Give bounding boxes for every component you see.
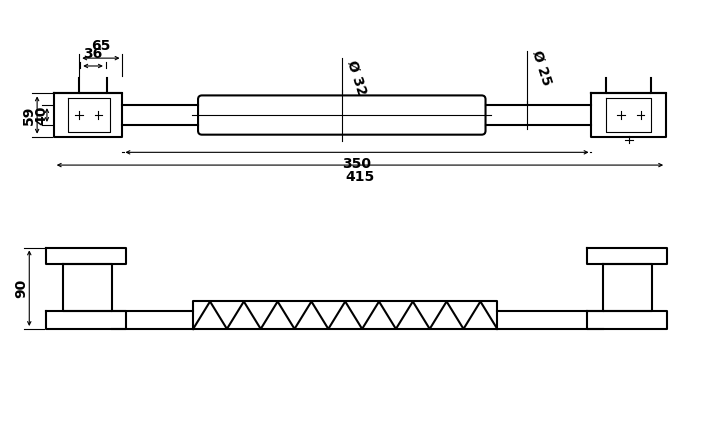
- Text: 350: 350: [342, 157, 371, 171]
- Text: 59: 59: [22, 105, 36, 125]
- Text: Ø 32: Ø 32: [344, 58, 369, 97]
- Text: 65: 65: [91, 39, 111, 53]
- Text: 415: 415: [345, 170, 374, 184]
- Text: Ø 25: Ø 25: [530, 48, 554, 87]
- Text: 90: 90: [14, 279, 29, 298]
- Text: 40: 40: [34, 105, 48, 125]
- Text: 36: 36: [83, 47, 103, 61]
